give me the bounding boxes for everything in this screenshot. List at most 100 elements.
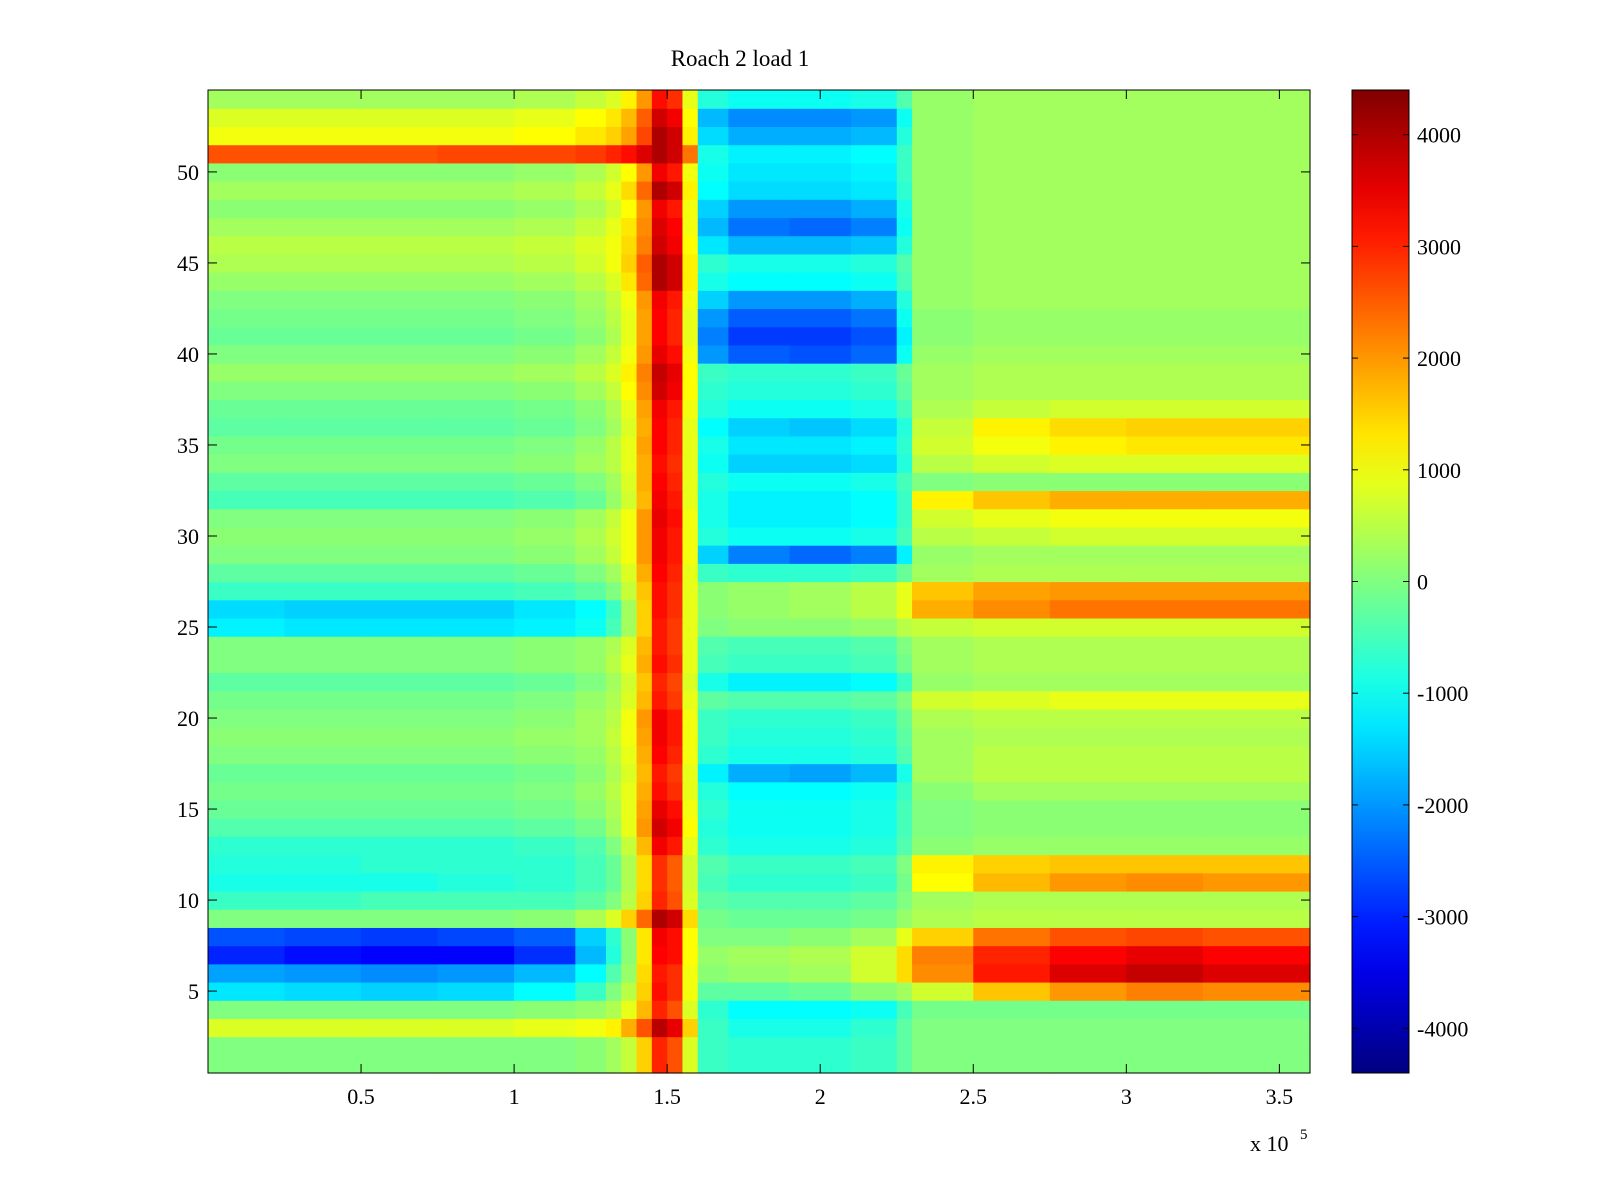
heatmap-cell: [361, 308, 439, 328]
heatmap-cell: [1202, 253, 1311, 273]
heatmap-cell: [208, 945, 286, 965]
heatmap-cell: [651, 454, 668, 473]
heatmap-cell: [682, 435, 699, 455]
heatmap-cell: [912, 617, 974, 637]
heatmap-cell: [1049, 818, 1127, 837]
heatmap-cell: [361, 253, 439, 273]
heatmap-cell: [575, 1036, 607, 1056]
heatmap-cell: [1126, 417, 1204, 437]
heatmap-cell: [912, 708, 974, 728]
heatmap-cell: [514, 654, 576, 674]
colorbar-tick-label: 2000: [1417, 346, 1461, 371]
heatmap-cell: [514, 672, 576, 692]
heatmap-cell: [636, 617, 653, 637]
heatmap-cell: [850, 144, 898, 164]
heatmap-cell: [789, 1018, 852, 1038]
heatmap-cell: [697, 490, 729, 510]
heatmap-cell: [1202, 1000, 1311, 1019]
heatmap-cell: [575, 472, 607, 492]
heatmap-cell: [605, 799, 622, 819]
heatmap-cell: [437, 909, 515, 928]
heatmap-cell: [208, 1054, 286, 1074]
heatmap-cell: [621, 326, 638, 346]
heatmap-cell: [1049, 344, 1127, 364]
heatmap-cell: [1202, 672, 1311, 692]
heatmap-cell: [514, 162, 576, 182]
heatmap-cell: [667, 872, 684, 892]
heatmap-cell: [973, 199, 1051, 219]
heatmap-cell: [575, 199, 607, 219]
heatmap-cell: [973, 745, 1051, 765]
heatmap-cell: [437, 599, 515, 619]
heatmap-cell: [361, 799, 439, 819]
heatmap-cell: [621, 981, 638, 1001]
heatmap-cell: [850, 326, 898, 346]
heatmap-cell: [682, 727, 699, 746]
heatmap-cell: [1202, 217, 1311, 237]
heatmap-cell: [1049, 872, 1127, 892]
heatmap-cell: [682, 617, 699, 637]
heatmap-cell: [728, 126, 791, 146]
heatmap-cell: [621, 108, 638, 127]
heatmap-cell: [514, 563, 576, 583]
heatmap-cell: [896, 162, 913, 182]
heatmap-cell: [912, 545, 974, 564]
heatmap-cell: [973, 617, 1051, 637]
heatmap-cell: [973, 399, 1051, 419]
heatmap-cell: [621, 1054, 638, 1074]
heatmap-cell: [850, 126, 898, 146]
heatmap-cell: [621, 708, 638, 728]
heatmap-cell: [697, 708, 729, 728]
heatmap-cell: [1202, 181, 1311, 200]
heatmap-cell: [621, 818, 638, 837]
heatmap-cell: [912, 308, 974, 328]
heatmap-cell: [1126, 344, 1204, 364]
heatmap-cell: [1049, 399, 1127, 419]
heatmap-cell: [973, 1054, 1051, 1074]
heatmap-cell: [1049, 508, 1127, 528]
heatmap-cell: [1202, 435, 1311, 455]
heatmap-cell: [850, 599, 898, 619]
heatmap-cell: [667, 162, 684, 182]
heatmap-cell: [621, 690, 638, 710]
heatmap-cell: [208, 435, 286, 455]
heatmap-cell: [667, 472, 684, 492]
heatmap-cell: [697, 472, 729, 492]
heatmap-cell: [789, 599, 852, 619]
heatmap-cell: [361, 945, 439, 965]
heatmap-cell: [728, 435, 791, 455]
heatmap-cell: [973, 563, 1051, 583]
heatmap-cell: [651, 235, 668, 255]
heatmap-cell: [437, 818, 515, 837]
heatmap-cell: [789, 326, 852, 346]
heatmap-cell: [682, 108, 699, 127]
heatmap-cell: [667, 636, 684, 655]
heatmap-cell: [575, 708, 607, 728]
heatmap-cell: [605, 1036, 622, 1056]
heatmap-cell: [575, 599, 607, 619]
heatmap-cell: [850, 727, 898, 746]
heatmap-cell: [636, 1018, 653, 1038]
heatmap-cell: [208, 235, 286, 255]
heatmap-cell: [850, 199, 898, 219]
heatmap-cell: [1202, 399, 1311, 419]
heatmap-cell: [605, 90, 622, 109]
heatmap-cell: [621, 181, 638, 200]
heatmap-cell: [850, 1000, 898, 1019]
heatmap-cell: [973, 836, 1051, 856]
heatmap-cell: [682, 399, 699, 419]
heatmap-cell: [361, 326, 439, 346]
heatmap-cell: [850, 181, 898, 200]
heatmap-cell: [284, 963, 362, 983]
heatmap-cell: [636, 818, 653, 837]
heatmap-cell: [728, 217, 791, 237]
heatmap-cell: [208, 290, 286, 310]
heatmap-cell: [850, 90, 898, 109]
heatmap-cell: [1202, 581, 1311, 601]
heatmap-cell: [636, 727, 653, 746]
heatmap-cell: [575, 636, 607, 655]
heatmap-cell: [361, 1000, 439, 1019]
heatmap-cell: [1202, 727, 1311, 746]
heatmap-cell: [789, 126, 852, 146]
heatmap-cell: [208, 472, 286, 492]
